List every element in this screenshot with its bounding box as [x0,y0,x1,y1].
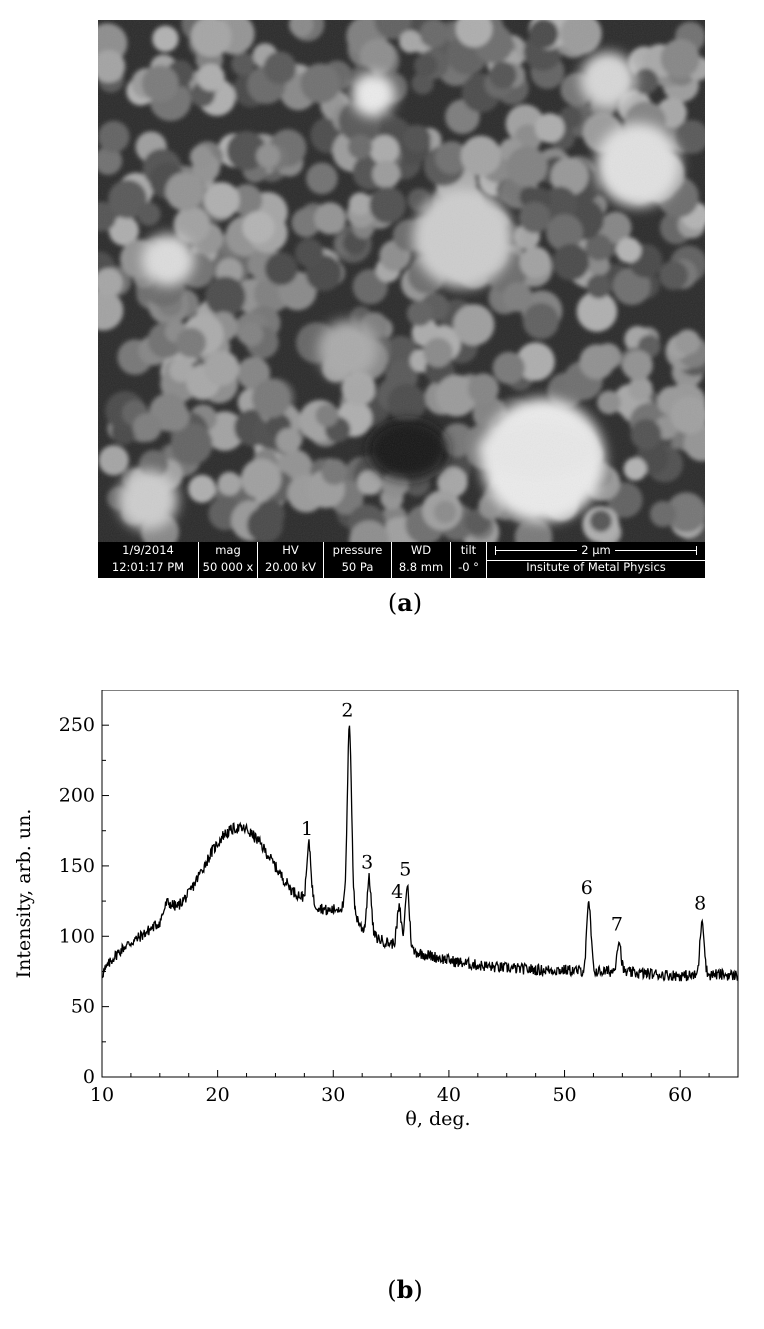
databar-pressure-label: pressure [332,543,383,557]
caption-b-close: ) [413,1276,423,1304]
y-tick-label: 200 [59,785,95,807]
plot-frame [101,690,739,1078]
peak-label-8: 8 [694,892,706,914]
databar-date-cell: 1/9/2014 12:01:17 PM [98,542,199,578]
caption-b-open: ( [387,1276,397,1304]
y-tick-label: 50 [71,996,95,1018]
x-tick-label: 20 [206,1084,230,1106]
peak-label-2: 2 [341,700,353,722]
sem-micrograph: 1/9/2014 12:01:17 PM mag 50 000 x HV 20.… [98,20,705,578]
databar-tilt-label: tilt [460,543,477,557]
databar-mag-cell: mag 50 000 x [199,542,258,578]
peak-label-3: 3 [361,852,373,874]
caption-a-letter: a [397,588,413,617]
x-tick-label: 30 [321,1084,345,1106]
scale-bar-tick-right [696,546,697,555]
databar-institute: Insitute of Metal Physics [526,560,666,574]
peak-label-1: 1 [301,818,313,840]
sem-databar: 1/9/2014 12:01:17 PM mag 50 000 x HV 20.… [98,542,705,578]
sem-image [98,20,705,542]
scale-bar-label: 2 μm [577,543,615,557]
databar-date: 1/9/2014 [122,543,174,557]
y-tick-label: 100 [59,925,95,947]
databar-pressure-value: 50 Pa [341,560,374,574]
peak-label-5: 5 [399,859,411,881]
databar-pressure-cell: pressure 50 Pa [324,542,392,578]
caption-a: (a) [355,588,455,617]
databar-mag-value: 50 000 x [202,560,254,574]
y-tick-label: 150 [59,855,95,877]
x-tick-label: 60 [668,1084,692,1106]
databar-wd-value: 8.8 mm [398,560,444,574]
databar-tilt-cell: tilt -0 ° [451,542,487,578]
caption-a-close: ) [412,589,423,617]
y-tick-label: 250 [59,714,95,736]
databar-wd-cell: WD 8.8 mm [392,542,451,578]
peak-label-6: 6 [581,877,593,899]
x-tick-label: 50 [552,1084,576,1106]
scale-bar-tick-left [495,546,496,555]
y-tick-label: 0 [83,1066,95,1088]
databar-hv-label: HV [282,543,299,557]
caption-b: (b) [355,1275,455,1304]
databar-divider [487,560,705,561]
peak-label-4: 4 [391,881,403,903]
databar-hv-cell: HV 20.00 kV [258,542,324,578]
databar-mag-label: mag [215,543,241,557]
databar-wd-label: WD [410,543,432,557]
xrd-chart: 10 20 30 40 50 60 0 50 100 150 200 250 θ, deg. Intens… [13,690,739,1130]
caption-a-open: ( [387,589,398,617]
x-tick-label: 40 [437,1084,461,1106]
databar-tilt-value: -0 ° [458,560,479,574]
caption-b-letter: b [396,1275,414,1304]
x-tick-label: 10 [90,1084,114,1106]
y-axis-label: Intensity, arb. un. [13,809,35,979]
x-axis-label: θ, deg. [405,1108,470,1130]
peak-label-7: 7 [611,913,623,935]
xrd-series-line [101,725,739,982]
databar-scale-cell: 2 μm Insitute of Metal Physics [487,542,705,578]
databar-time: 12:01:17 PM [111,560,185,574]
databar-hv-value: 20.00 kV [264,560,317,574]
